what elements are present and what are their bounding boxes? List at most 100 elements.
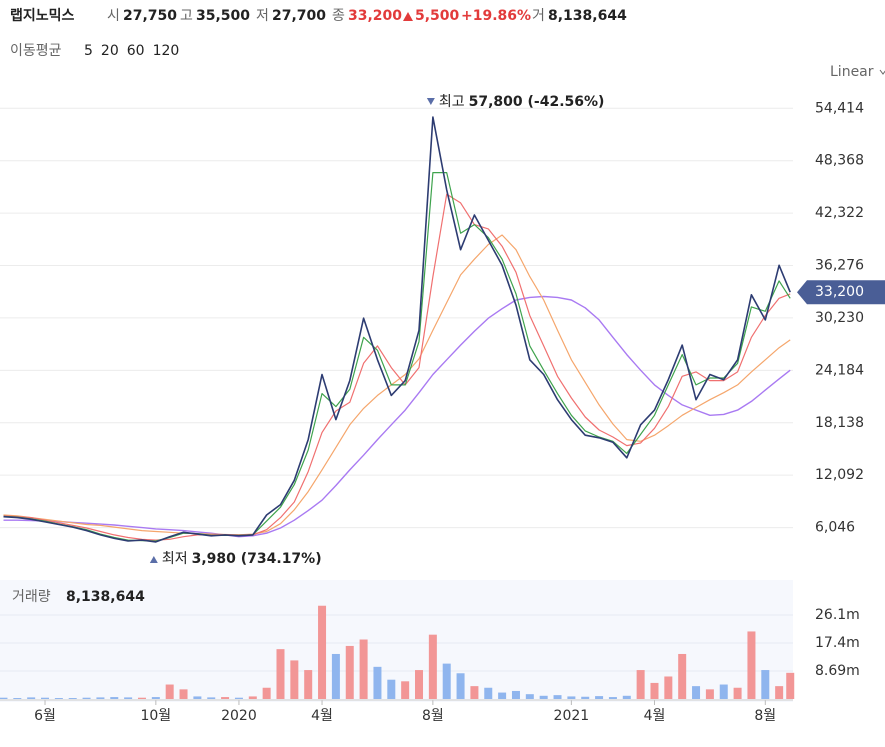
volume-bar [401,681,410,699]
scale-toggle[interactable]: Linear [830,64,885,80]
volume-title: 거래량 [12,589,51,605]
volume-bar [359,639,368,699]
price-line [3,116,791,543]
price-line [3,234,791,536]
high-label: 고 [180,8,193,24]
volume-bar [786,672,795,699]
close-label: 종 [332,8,345,24]
volume-bar [193,696,202,699]
volume-bar [96,697,105,699]
volume-bar [470,686,479,699]
volume-bar [511,690,520,699]
volume-bar [221,697,230,699]
last-price-tag [797,280,885,305]
volume-bar [428,634,437,699]
volume-bar [137,697,146,699]
volume-bar [678,653,687,699]
volume-bar [705,689,714,699]
scale-label[interactable]: Linear [830,64,874,80]
x-tick-label: 10월 [140,708,171,724]
volume-bar [110,697,119,699]
volume-bar [82,697,91,699]
volume-bar [0,697,8,699]
y-tick-label: 24,184 [815,362,864,378]
volume-bar [622,695,631,699]
change: 5,500 [415,8,460,24]
y-tick-label: 12,092 [815,467,864,483]
y-tick-label: 6,046 [815,520,855,536]
annotation-icon [149,556,158,563]
y-tick-label: 17.4m [815,635,860,651]
close: 33,200 [348,8,402,24]
volume-bar [747,631,756,699]
y-tick-label: 30,230 [815,310,864,326]
volume-bar [775,686,784,699]
legend-item: 120 [153,43,180,59]
volume-bar [650,682,659,699]
volume-bar [692,686,701,699]
volume-bar [525,694,534,699]
annotation-icon [426,98,435,105]
volume-bar [276,649,285,699]
open-label: 시 [107,8,120,24]
volume-bar [415,670,424,699]
price-line [3,193,791,541]
legend-item: 20 [101,43,119,59]
header: 랩지노믹스 시 27,750 고 35,500 저 27,700 종 33,20… [10,7,627,24]
volume-bar [234,697,243,699]
volume-bar [761,670,770,699]
annotation-value: 57,800 (-42.56%) [469,94,605,110]
volume-bar [331,653,340,699]
volume-bar [484,687,493,699]
volume-bar [68,698,77,699]
chevron [879,69,885,75]
price-line [3,295,791,538]
y-tick-label: 8.69m [815,663,860,679]
volume-bar [248,696,257,699]
stock-name: 랩지노믹스 [10,7,75,24]
annotation-label: 최저 [162,551,188,567]
x-tick-label: 4월 [644,708,666,724]
annotation-label: 최고 [439,94,465,110]
x-tick-label: 8월 [422,708,444,724]
volume-bar [733,687,742,699]
volume-bar [539,695,548,699]
volume-bar [581,696,590,699]
annotation-value: 3,980 (734.17%) [192,551,322,567]
volume-bar [318,605,327,699]
price-line [3,172,791,542]
ma-legend-title: 이동평균 [10,43,62,59]
y-tick-label: 48,368 [815,153,864,169]
x-tick-label: 4월 [311,708,333,724]
volume-bar [442,663,451,699]
open: 27,750 [123,8,177,24]
x-tick-label: 6월 [34,708,56,724]
volume-bar [165,684,174,699]
volume-bar [41,697,50,699]
volume-bar [27,697,36,699]
y-tick-label: 54,414 [815,100,864,116]
volume-bar [387,679,396,699]
volume-bar [54,698,63,699]
volume-bar [207,697,216,699]
y-tick-label: 26.1m [815,607,860,623]
volume-bar [373,666,382,699]
volume-bar [13,698,22,699]
high: 35,500 [196,8,250,24]
up-icon [403,12,413,21]
change-pct: +19.86% [461,8,531,24]
x-tick-label: 2021 [554,708,590,724]
volume-panel [0,580,793,702]
volume-bar [608,697,617,699]
volume-bar [664,676,673,699]
x-tick-label: 8월 [754,708,776,724]
volume-bar [151,697,160,699]
volume-bar [636,670,645,699]
y-tick-label: 18,138 [815,415,864,431]
volume-current: 8,138,644 [66,589,145,605]
volume-bar [179,689,188,699]
volume-bar [124,697,133,699]
volume-bar [553,695,562,699]
y-tick-label: 42,322 [815,205,864,221]
